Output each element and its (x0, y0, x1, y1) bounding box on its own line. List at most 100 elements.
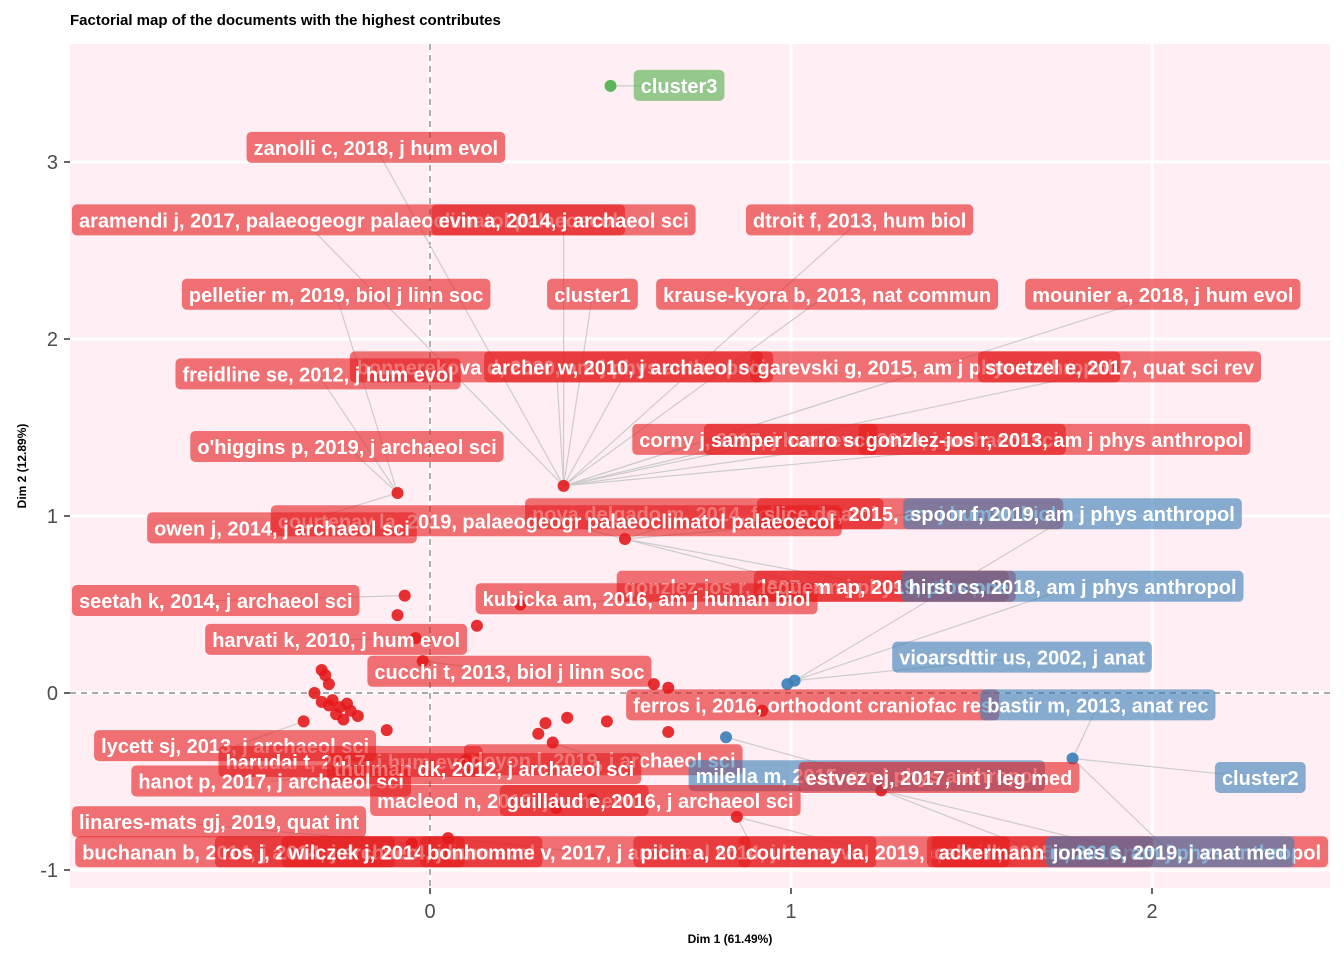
point-cluster1 (322, 699, 335, 712)
doc-label-text: spoor f, 2019, am j phys anthropol (910, 504, 1235, 526)
doc-label-text: seetah k, 2014, j archaeol sci (79, 591, 353, 613)
doc-label-box (1045, 836, 1295, 868)
doc-label-text: dtroit f, 2013, hum biol (753, 210, 966, 232)
doc-label: harvati k, 2010, j hum evol (205, 623, 468, 655)
doc-label-text: mounier a, 2018, j hum evol (1032, 285, 1293, 307)
doc-label: bastir m, 2013, anat rec (980, 689, 1216, 721)
doc-label-box (633, 69, 725, 101)
doc-label: hirst cs, 2018, am j phys anthropol (901, 570, 1244, 602)
doc-label-box (626, 689, 1000, 721)
point-cluster1 (662, 725, 675, 738)
doc-label-text: cucchi t, 2013, biol j linn soc (374, 662, 644, 684)
point-cluster1 (308, 687, 321, 699)
doc-label-text: vioarsdttir us, 2002, j anat (899, 648, 1145, 670)
doc-label-text: krause-kyora b, 2013, nat commun (663, 285, 991, 307)
doc-label-box (499, 784, 801, 816)
doc-label: estvez ej, 2017, int j leg med (798, 761, 1080, 793)
doc-label-box (980, 689, 1216, 721)
doc-label-text: cluster1 (554, 285, 631, 307)
point-cluster1 (297, 715, 310, 728)
y-tick-label: 3 (47, 152, 58, 174)
doc-label-box (72, 584, 360, 616)
doc-label-text: courtenay la, 2019, palaeogeogr palaeocl… (278, 511, 835, 533)
doc-label: vioarsdttir us, 2002, j anat (892, 641, 1152, 673)
doc-label-text: kubicka am, 2016, am j human biol (483, 589, 811, 611)
doc-label: jones s, 2019, j anat med (1045, 836, 1295, 868)
doc-label-text: stoetzel e, 2017, quat sci rev (985, 357, 1255, 379)
y-axis-title: Dim 2 (12.89%) (15, 424, 29, 509)
doc-label: cucchi t, 2013, biol j linn soc (367, 655, 652, 687)
doc-label-box (181, 278, 491, 310)
doc-label-text: guillaud e, 2016, j archaeol sci (507, 791, 794, 813)
y-tick-label: -1 (40, 860, 58, 882)
doc-label: o'higgins p, 2019, j archaeol sci (190, 430, 504, 462)
doc-label-text: archer w, 2010, j archaeol sci (491, 357, 766, 379)
doc-label: cluster2 (1214, 761, 1306, 793)
connector-line (563, 294, 828, 487)
doc-label-text: estvez ej, 2017, int j leg med (806, 768, 1073, 790)
doc-label: freidline se, 2012, j hum evol (175, 358, 461, 390)
doc-label-text: harvati k, 2010, j hum evol (212, 630, 460, 652)
doc-label-text: bastir m, 2013, anat rec (987, 695, 1208, 717)
point-cluster1 (380, 724, 393, 737)
point-cluster1 (330, 708, 343, 721)
doc-label-text: linares-mats gj, 2019, quat int (79, 812, 359, 834)
point-cluster1 (351, 710, 364, 723)
doc-label-text: zanolli c, 2018, j hum evol (254, 138, 499, 160)
doc-label-box (656, 278, 999, 310)
doc-label-box (901, 570, 1244, 602)
doc-label-box (131, 765, 411, 797)
doc-label: ferros i, 2016, orthodont craniofac res (626, 689, 1000, 721)
point-cluster1 (561, 711, 574, 724)
connector-line (794, 586, 1073, 682)
y-tick-label: 0 (47, 683, 58, 705)
doc-label-box (1025, 278, 1301, 310)
doc-label-box (475, 583, 818, 615)
doc-label: guillaud e, 2016, j archaeol sci (499, 784, 801, 816)
point-cluster1 (532, 727, 545, 740)
doc-label: krause-kyora b, 2013, nat commun (656, 278, 999, 310)
point-cluster1 (322, 678, 335, 691)
doc-label-text: owen j, 2014, j archaeol sci (154, 518, 410, 540)
y-tick-label: 1 (47, 506, 58, 528)
x-tick-label: 1 (785, 901, 796, 923)
doc-label-text: pelletier m, 2019, biol j linn soc (189, 285, 484, 307)
x-tick-label: 2 (1146, 901, 1157, 923)
chart-title: Factorial map of the documents with the … (70, 12, 501, 29)
doc-label: mounier a, 2018, j hum evol (1025, 278, 1301, 310)
doc-label-box (72, 806, 367, 838)
doc-label-text: evin a, 2014, j archaeol sci (438, 210, 688, 232)
axis-ticks: 0 1 2 -1 0 1 2 3 (40, 152, 1157, 923)
doc-label-box (892, 641, 1152, 673)
doc-label: kubicka am, 2016, am j human biol (475, 583, 818, 615)
doc-label-box (1214, 761, 1306, 793)
doc-label-box (547, 278, 638, 310)
doc-label: evin a, 2014, j archaeol sci (431, 204, 696, 236)
doc-label-text: jones s, 2019, j anat med (1052, 842, 1288, 864)
connector-line (555, 367, 565, 486)
doc-label-text: cluster3 (641, 76, 718, 98)
doc-label-box (431, 204, 696, 236)
point-cluster1 (391, 609, 404, 622)
point-cluster1 (391, 486, 404, 499)
x-tick-label: 0 (424, 901, 435, 923)
point-cluster2 (788, 674, 801, 687)
doc-label-box (798, 761, 1080, 793)
doc-label: gonzlez-jos r, 2013, am j phys anthropol (858, 423, 1251, 455)
point-cluster3 (604, 79, 617, 92)
doc-label-box (977, 351, 1262, 383)
point-cluster2 (720, 731, 733, 744)
doc-label-text: hanot p, 2017, j archaeol sci (138, 772, 404, 794)
doc-label: hanot p, 2017, j archaeol sci (131, 765, 411, 797)
doc-label-box (858, 423, 1251, 455)
doc-label: stoetzel e, 2017, quat sci rev (977, 351, 1262, 383)
doc-label-text: cluster2 (1222, 768, 1299, 790)
x-axis-title: Dim 1 (61.49%) (688, 932, 773, 946)
doc-label: zanolli c, 2018, j hum evol (246, 131, 506, 163)
connector-line (563, 367, 630, 487)
doc-label-text: ferros i, 2016, orthodont craniofac res (633, 695, 992, 717)
doc-label: spoor f, 2019, am j phys anthropol (903, 498, 1242, 530)
point-cluster1 (557, 479, 570, 492)
doc-label: cluster3 (633, 69, 725, 101)
